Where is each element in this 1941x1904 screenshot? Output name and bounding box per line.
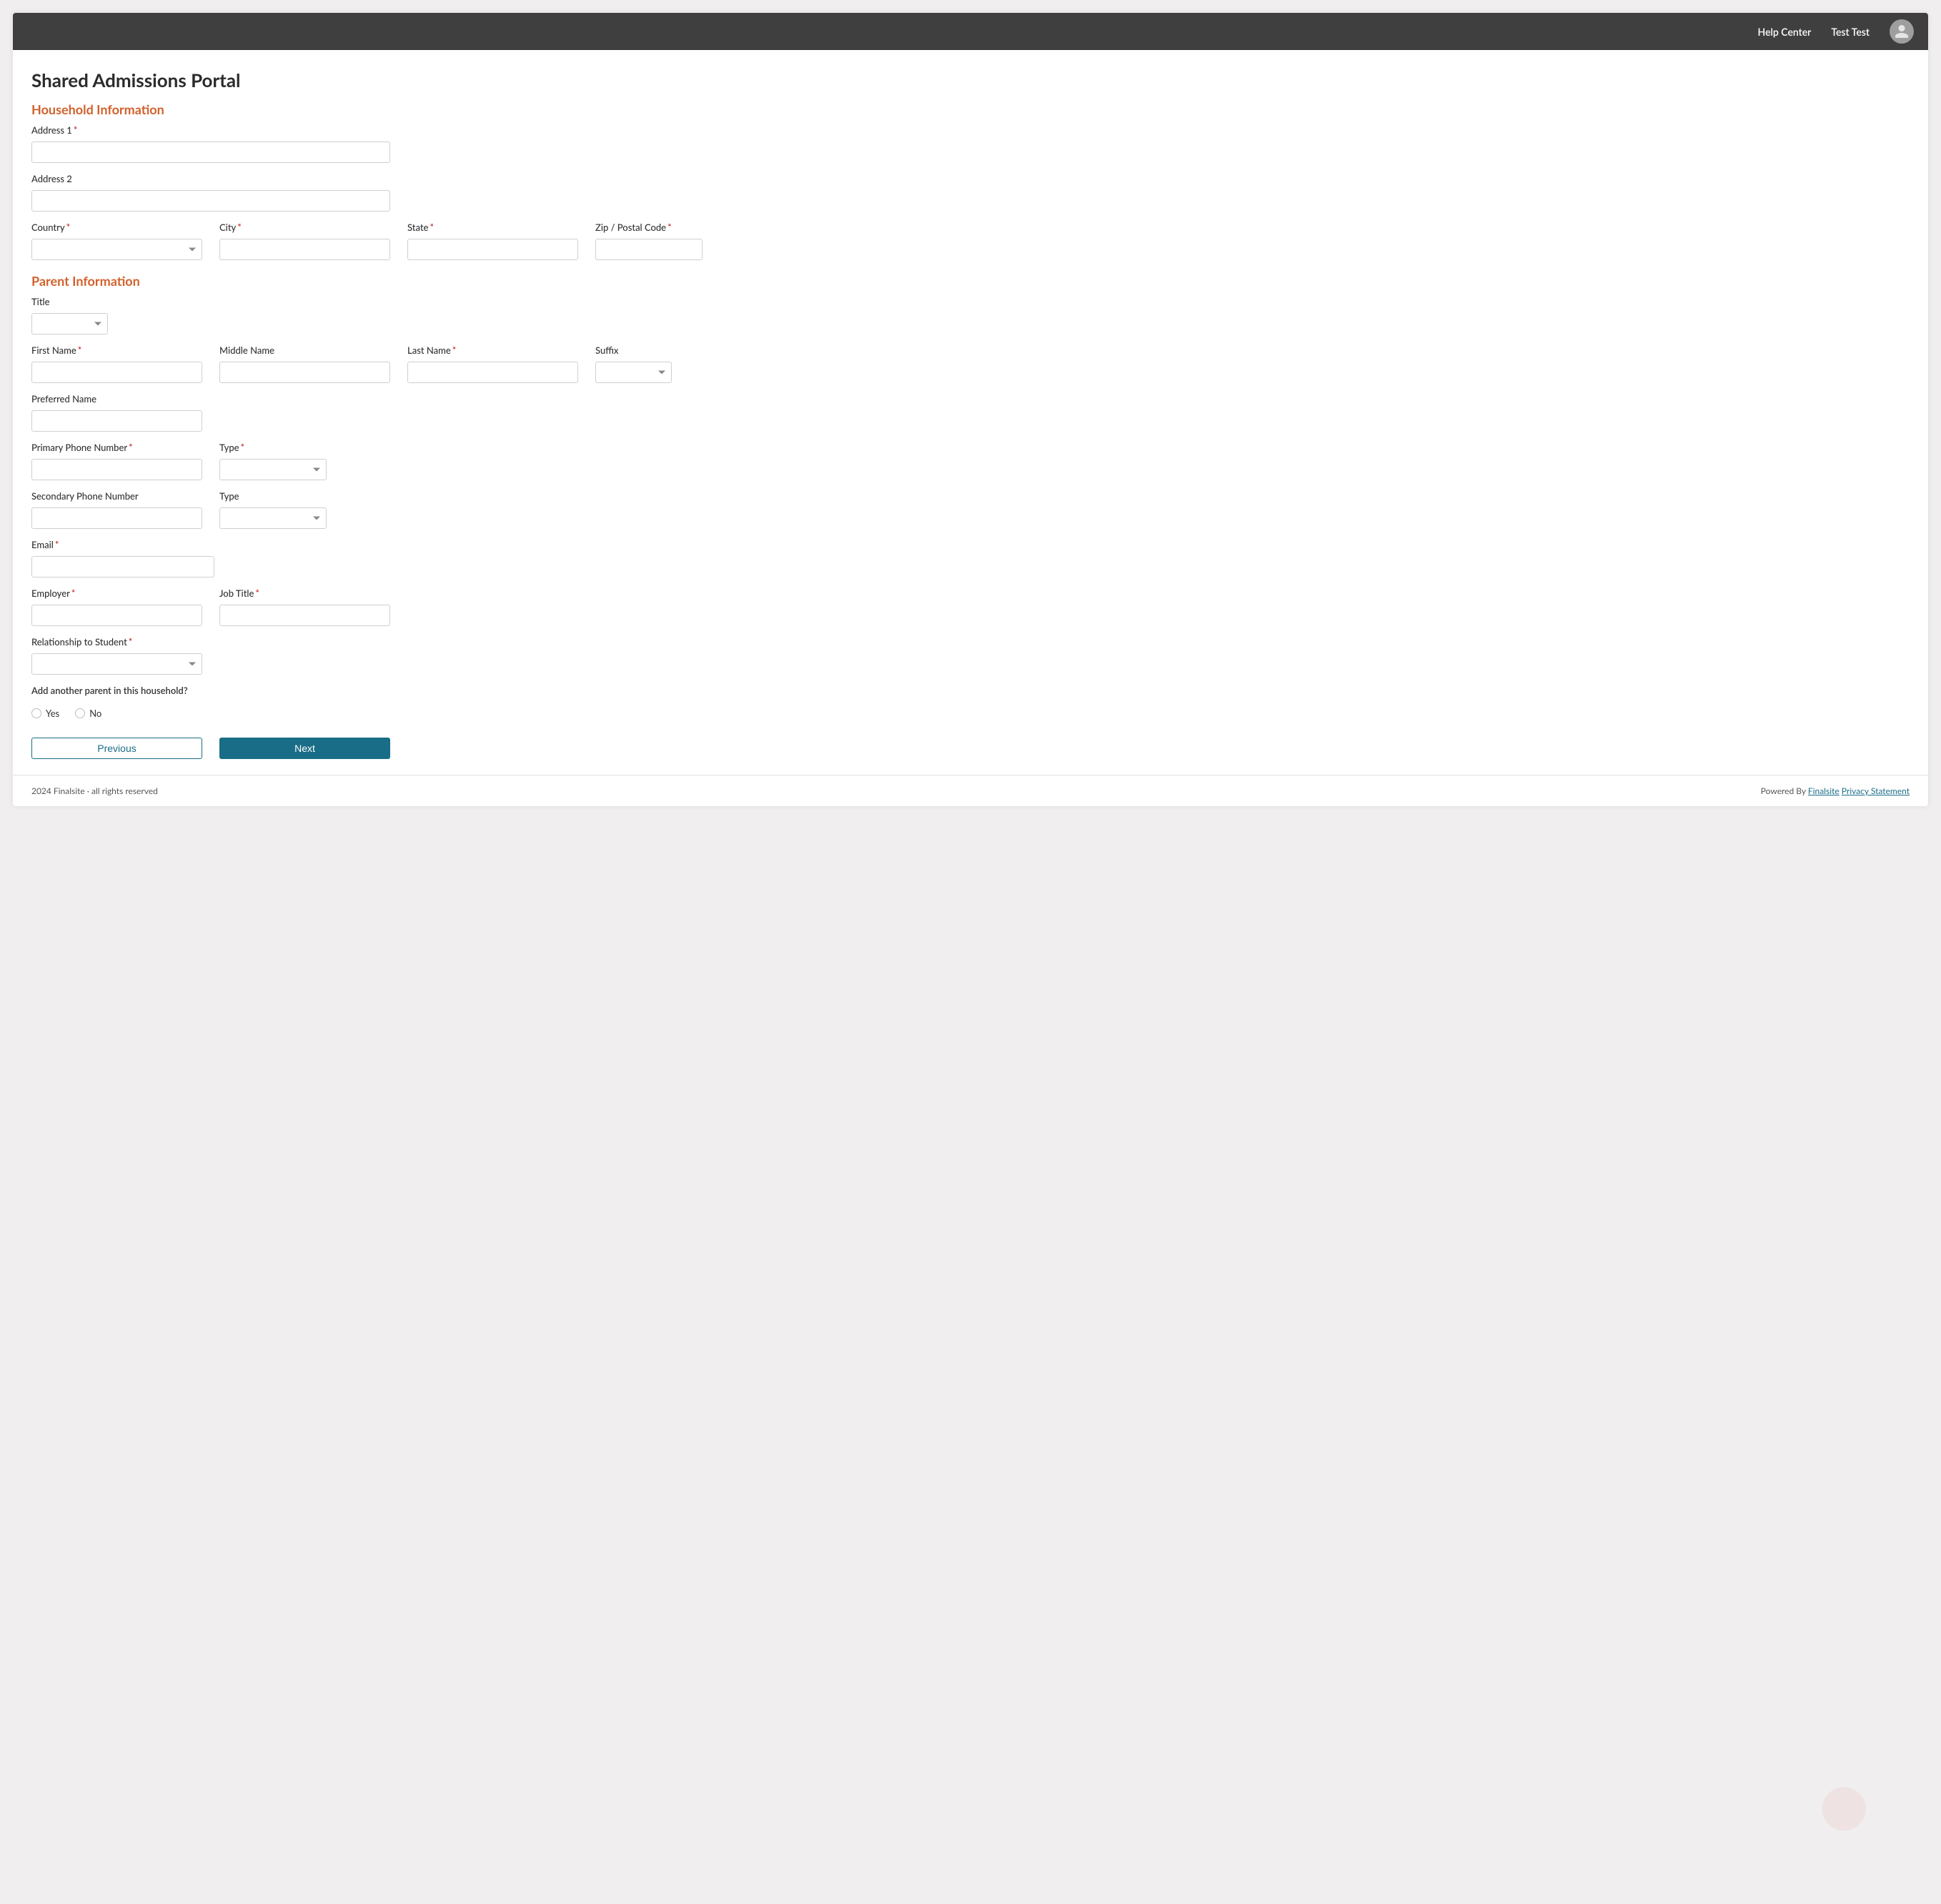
topbar: Help Center Test Test [13,13,1928,50]
chevron-down-icon [189,663,196,666]
input-secondary-phone[interactable] [31,507,202,529]
field-employer: Employer* [31,587,202,626]
label-secondary-phone-type: Type [219,490,327,502]
label-job-title: Job Title* [219,587,390,599]
select-secondary-phone-type[interactable] [219,507,327,529]
chevron-down-icon [313,517,320,520]
field-address1: Address 1* [31,124,390,163]
chevron-down-icon [94,322,101,326]
footer-copyright: 2024 Finalsite · all rights reserved [31,785,158,796]
field-secondary-phone: Secondary Phone Number [31,490,202,529]
content: Shared Admissions Portal Household Infor… [13,50,1928,775]
field-city: City* [219,222,390,260]
field-title: Title [31,296,108,334]
input-zip[interactable] [595,239,703,260]
input-job-title[interactable] [219,605,390,626]
input-state[interactable] [407,239,578,260]
app-card: Help Center Test Test Shared Admissions … [13,13,1928,806]
label-state: State* [407,222,578,233]
label-middle-name: Middle Name [219,344,390,356]
input-employer[interactable] [31,605,202,626]
input-last-name[interactable] [407,362,578,383]
radiogroup-add-another: Yes No [31,708,188,719]
previous-button[interactable]: Previous [31,738,202,759]
label-secondary-phone: Secondary Phone Number [31,490,202,502]
label-zip: Zip / Postal Code* [595,222,703,233]
select-primary-phone-type[interactable] [219,459,327,480]
label-last-name: Last Name* [407,344,578,356]
user-menu[interactable]: Test Test [1831,26,1870,38]
field-relationship: Relationship to Student* [31,636,202,675]
label-primary-phone: Primary Phone Number* [31,442,202,453]
section-heading-parent: Parent Information [31,273,1910,289]
input-first-name[interactable] [31,362,202,383]
field-job-title: Job Title* [219,587,390,626]
label-address1: Address 1* [31,124,390,136]
label-country: Country* [31,222,202,233]
field-state: State* [407,222,578,260]
label-preferred-name: Preferred Name [31,393,202,405]
user-icon [1894,24,1910,39]
input-primary-phone[interactable] [31,459,202,480]
label-title: Title [31,296,108,307]
select-relationship[interactable] [31,653,202,675]
select-title[interactable] [31,313,108,334]
label-address2: Address 2 [31,173,390,184]
field-address2: Address 2 [31,173,390,212]
select-suffix[interactable] [595,362,672,383]
label-primary-phone-type: Type* [219,442,327,453]
radio-icon [31,708,41,718]
field-secondary-phone-type: Type [219,490,327,529]
label-first-name: First Name* [31,344,202,356]
field-add-another: Add another parent in this household? Ye… [31,685,188,719]
select-country[interactable] [31,239,202,260]
field-last-name: Last Name* [407,344,578,383]
radio-label-yes: Yes [46,708,59,719]
input-preferred-name[interactable] [31,410,202,432]
input-middle-name[interactable] [219,362,390,383]
field-preferred-name: Preferred Name [31,393,202,432]
field-middle-name: Middle Name [219,344,390,383]
input-email[interactable] [31,556,214,577]
radio-icon [75,708,85,718]
next-button[interactable]: Next [219,738,390,759]
nav-buttons: Previous Next [31,738,1910,759]
chevron-down-icon [658,371,665,375]
input-address1[interactable] [31,142,390,163]
page-title: Shared Admissions Portal [31,69,1910,91]
label-email: Email* [31,539,214,550]
section-heading-household: Household Information [31,101,1910,117]
privacy-link[interactable]: Privacy Statement [1842,785,1910,796]
field-suffix: Suffix [595,344,672,383]
radio-label-no: No [89,708,101,719]
radio-add-another-yes[interactable]: Yes [31,708,59,719]
input-city[interactable] [219,239,390,260]
field-primary-phone: Primary Phone Number* [31,442,202,480]
field-country: Country* [31,222,202,260]
field-email: Email* [31,539,214,577]
help-center-link[interactable]: Help Center [1758,26,1812,38]
input-address2[interactable] [31,190,390,212]
field-first-name: First Name* [31,344,202,383]
footer-powered-by: Powered By Finalsite Privacy Statement [1761,785,1910,796]
label-add-another: Add another parent in this household? [31,685,188,696]
chevron-down-icon [313,468,320,472]
avatar[interactable] [1890,19,1914,44]
label-city: City* [219,222,390,233]
chevron-down-icon [189,248,196,252]
footer: 2024 Finalsite · all rights reserved Pow… [13,775,1928,806]
label-relationship: Relationship to Student* [31,636,202,648]
finalsite-link[interactable]: Finalsite [1808,785,1840,796]
field-zip: Zip / Postal Code* [595,222,703,260]
label-employer: Employer* [31,587,202,599]
radio-add-another-no[interactable]: No [75,708,101,719]
field-primary-phone-type: Type* [219,442,327,480]
label-suffix: Suffix [595,344,672,356]
